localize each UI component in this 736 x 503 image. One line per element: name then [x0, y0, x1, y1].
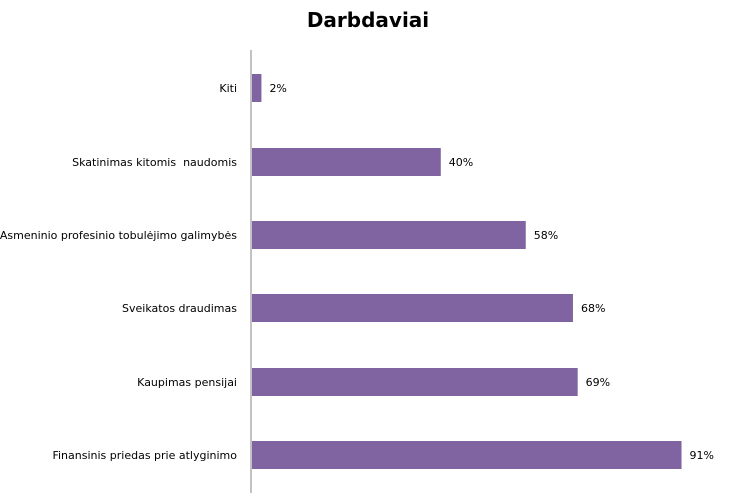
- category-label: Sveikatos draudimas: [122, 302, 237, 315]
- bar-4: [252, 368, 578, 396]
- category-label: Skatinimas kitomis naudomis: [72, 156, 237, 169]
- chart-title: Darbdaviai: [306, 8, 430, 32]
- category-label: Finansinis priedas prie atlyginimo: [52, 449, 237, 462]
- bar-3: [252, 294, 573, 322]
- bar-2: [252, 221, 526, 249]
- bars-group: Kiti 2% Skatinimas kitomis naudomis 40% Asme…: [0, 74, 714, 469]
- data-label: 58%: [534, 229, 558, 242]
- data-label: 40%: [449, 156, 473, 169]
- bar-1: [252, 148, 441, 176]
- data-label: 69%: [586, 376, 610, 389]
- category-label: Kiti: [219, 82, 237, 95]
- data-label: 68%: [581, 302, 605, 315]
- data-label: 91%: [690, 449, 714, 462]
- category-label: Kaupimas pensijai: [137, 376, 237, 389]
- data-label: 2%: [269, 82, 286, 95]
- bar-0: [252, 74, 262, 102]
- bar-5: [252, 441, 682, 469]
- category-label: Asmeninio profesinio tobulėjimo galimybė…: [0, 229, 237, 242]
